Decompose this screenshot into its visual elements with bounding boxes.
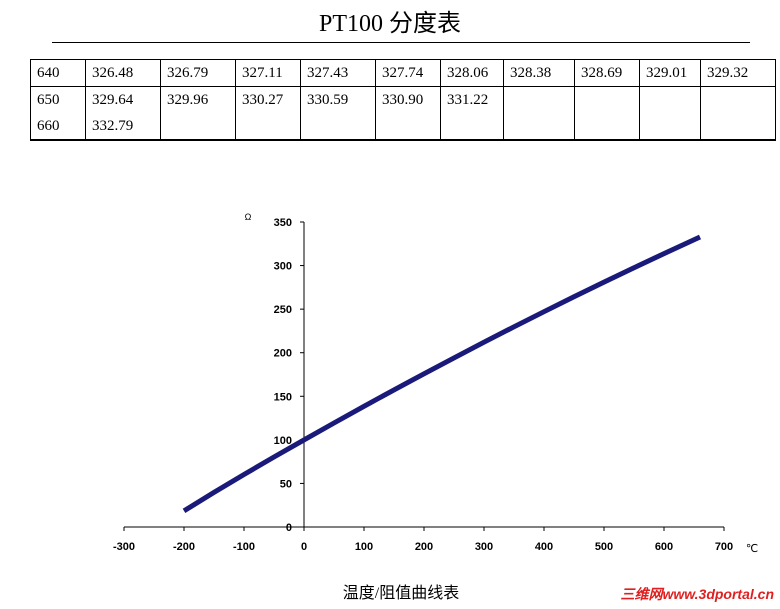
row-temperature-cell: 640 bbox=[30, 59, 86, 87]
resistance-cell bbox=[574, 113, 640, 141]
resistance-cell: 328.06 bbox=[440, 59, 504, 87]
x-tick-label: 700 bbox=[715, 541, 733, 553]
y-tick-label: 250 bbox=[274, 304, 292, 316]
x-tick-label: 600 bbox=[655, 541, 673, 553]
x-tick-label: 500 bbox=[595, 541, 613, 553]
resistance-cell: 326.79 bbox=[160, 59, 236, 87]
resistance-cell: 329.01 bbox=[639, 59, 701, 87]
y-tick-label: 350 bbox=[274, 217, 292, 229]
resistance-cell bbox=[375, 113, 441, 141]
resistance-cell: 331.22 bbox=[440, 86, 504, 113]
resistance-cell bbox=[503, 86, 575, 113]
resistance-cell: 329.96 bbox=[160, 86, 236, 113]
y-tick-label: 200 bbox=[274, 348, 292, 360]
resistance-cell: 329.64 bbox=[85, 86, 161, 113]
resistance-cell bbox=[639, 113, 701, 141]
resistance-cell bbox=[440, 113, 504, 141]
x-tick-label: 100 bbox=[355, 541, 373, 553]
resistance-cell: 329.32 bbox=[700, 59, 776, 87]
row-temperature-cell: 650 bbox=[30, 86, 86, 113]
chart-series bbox=[182, 234, 702, 514]
watermark: 三维网www.3dportal.cn bbox=[620, 586, 775, 602]
series-line bbox=[182, 234, 702, 514]
resistance-cell: 332.79 bbox=[85, 113, 161, 141]
resistance-table: 640 326.48 326.79 327.11 327.43 327.74 328.06 3… bbox=[30, 59, 776, 141]
resistance-cell: 326.48 bbox=[85, 59, 161, 87]
page-title: PT100 分度表 bbox=[318, 11, 461, 37]
x-tick-label: 200 bbox=[415, 541, 433, 553]
resistance-cell: 328.38 bbox=[503, 59, 575, 87]
x-tick-label: 400 bbox=[535, 541, 553, 553]
chart-axes: -300 -200 -100 0 100 200 300 400 500 600 700 0 50 100… bbox=[113, 212, 758, 555]
resistance-cell bbox=[700, 113, 776, 141]
resistance-cell: 327.74 bbox=[375, 59, 441, 87]
x-tick-label: -100 bbox=[233, 541, 255, 553]
resistance-cell bbox=[639, 86, 701, 113]
resistance-cell: 327.43 bbox=[300, 59, 376, 87]
chart-caption: 温度/阻值曲线表 bbox=[342, 585, 460, 602]
x-axis-label: ℃ bbox=[746, 543, 758, 555]
y-tick-label: 100 bbox=[274, 435, 292, 447]
x-tick-label: -300 bbox=[113, 541, 135, 553]
resistance-cell bbox=[700, 86, 776, 113]
y-tick-label: 0 bbox=[286, 522, 292, 534]
y-tick-label: 150 bbox=[274, 391, 292, 403]
resistance-cell bbox=[160, 113, 236, 141]
table-row: 660 332.79 bbox=[30, 113, 776, 141]
x-tick-label: 300 bbox=[475, 541, 493, 553]
resistance-cell: 328.69 bbox=[574, 59, 640, 87]
row-temperature-cell: 660 bbox=[30, 113, 86, 141]
resistance-cell: 330.27 bbox=[235, 86, 301, 113]
resistance-cell bbox=[235, 113, 301, 141]
resistance-cell: 330.90 bbox=[375, 86, 441, 113]
x-tick-label: -200 bbox=[173, 541, 195, 553]
y-tick-label: 50 bbox=[280, 478, 292, 490]
resistance-cell: 330.59 bbox=[300, 86, 376, 113]
table-row: 640 326.48 326.79 327.11 327.43 327.74 328.06 3… bbox=[30, 59, 776, 87]
resistance-cell bbox=[300, 113, 376, 141]
resistance-cell bbox=[503, 113, 575, 141]
x-tick-label: 0 bbox=[301, 541, 307, 553]
y-axis-label: Ω bbox=[245, 212, 252, 222]
resistance-cell bbox=[574, 86, 640, 113]
title-underline bbox=[52, 42, 750, 43]
y-tick-label: 300 bbox=[274, 261, 292, 273]
resistance-cell: 327.11 bbox=[235, 59, 301, 87]
table-row: 650 329.64 329.96 330.27 330.59 330.90 331.22 bbox=[30, 86, 776, 113]
